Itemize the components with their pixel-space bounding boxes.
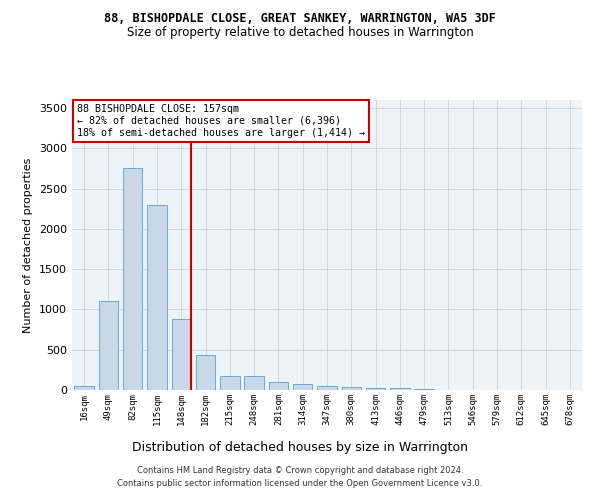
Text: Distribution of detached houses by size in Warrington: Distribution of detached houses by size … <box>132 441 468 454</box>
Bar <box>390 388 410 390</box>
Bar <box>341 387 361 390</box>
Bar <box>293 384 313 390</box>
Text: 88 BISHOPDALE CLOSE: 157sqm
← 82% of detached houses are smaller (6,396)
18% of : 88 BISHOPDALE CLOSE: 157sqm ← 82% of det… <box>77 104 365 138</box>
Bar <box>74 386 94 390</box>
Text: Contains HM Land Registry data © Crown copyright and database right 2024.
Contai: Contains HM Land Registry data © Crown c… <box>118 466 482 487</box>
Bar <box>366 388 385 390</box>
Bar <box>99 302 118 390</box>
Y-axis label: Number of detached properties: Number of detached properties <box>23 158 34 332</box>
Bar <box>269 382 288 390</box>
Bar <box>317 386 337 390</box>
Bar <box>123 168 142 390</box>
Text: 88, BISHOPDALE CLOSE, GREAT SANKEY, WARRINGTON, WA5 3DF: 88, BISHOPDALE CLOSE, GREAT SANKEY, WARR… <box>104 12 496 26</box>
Bar <box>196 356 215 390</box>
Bar <box>244 376 264 390</box>
Bar <box>147 204 167 390</box>
Bar <box>220 376 239 390</box>
Bar <box>172 319 191 390</box>
Text: Size of property relative to detached houses in Warrington: Size of property relative to detached ho… <box>127 26 473 39</box>
